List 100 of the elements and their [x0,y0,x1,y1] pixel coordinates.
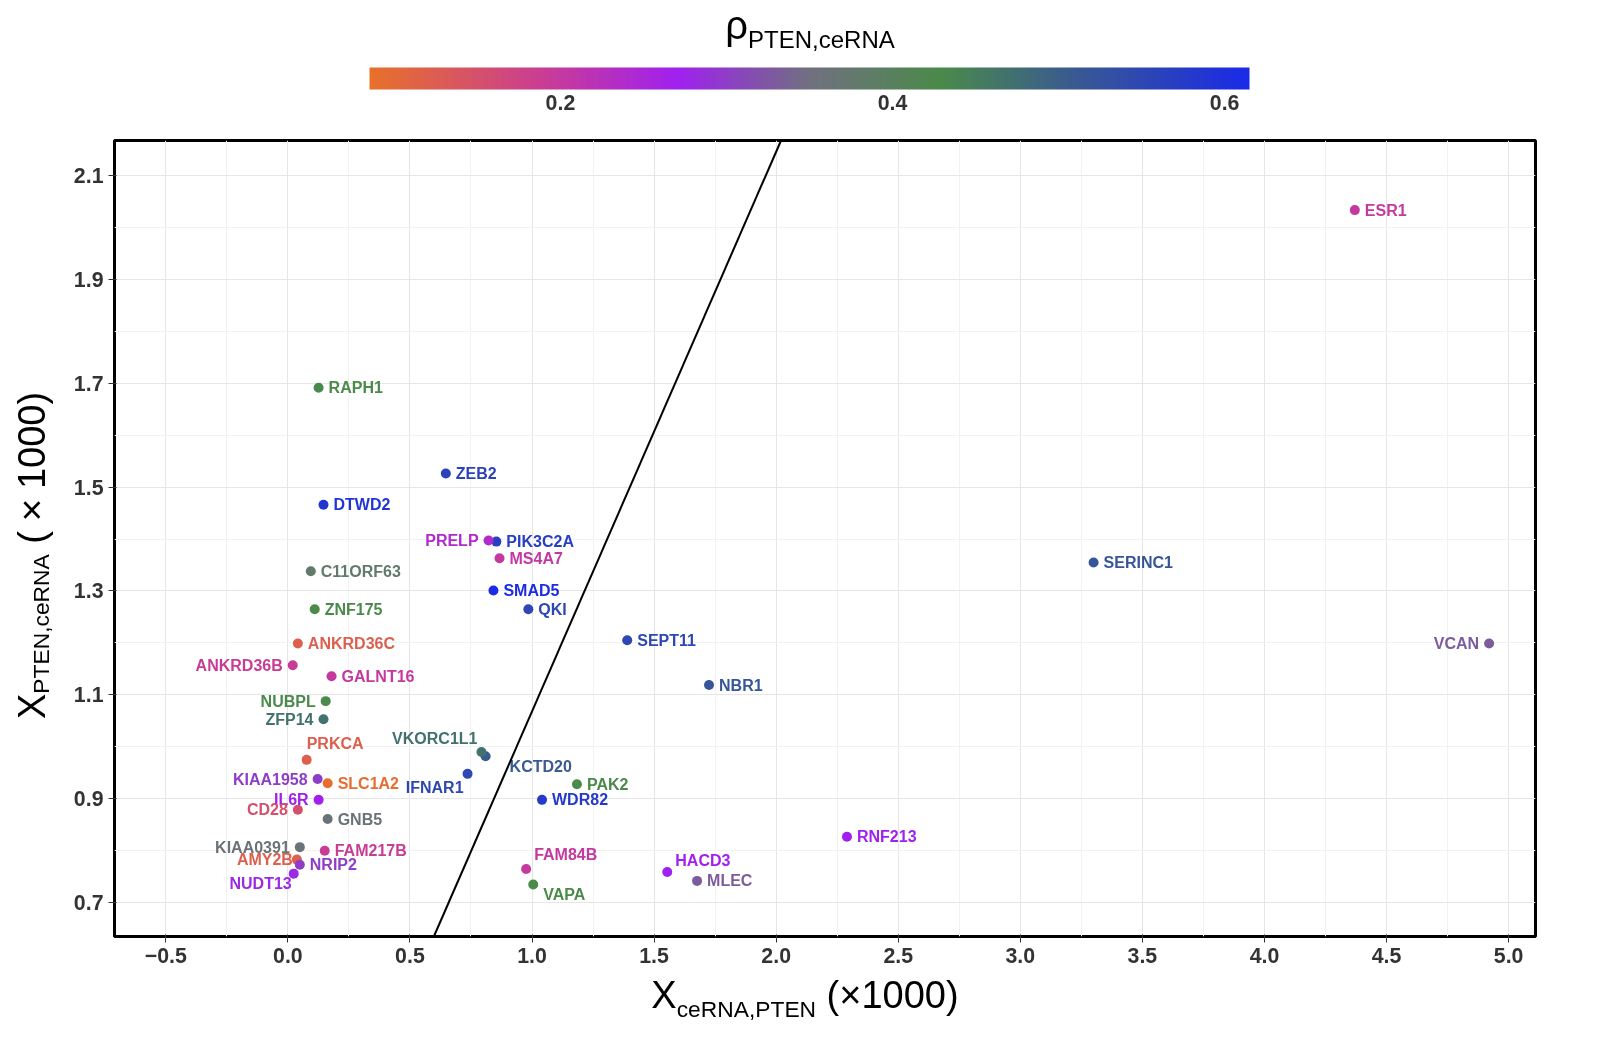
x-tick-label: 2.5 [883,943,914,968]
point [704,680,715,691]
point [292,804,303,815]
annotation: RAPH1 [328,379,383,397]
point [320,696,331,707]
annotation: ANKRD36B [195,656,283,674]
annotation: PRKCA [306,735,364,753]
point [318,499,329,510]
annotation: WDR82 [552,791,609,809]
point [322,814,333,825]
point [571,779,582,790]
x-tick-label: 2.0 [761,943,791,968]
point [322,778,333,789]
x-tick-label: 3.5 [1127,943,1158,968]
point [292,638,303,649]
point [313,382,324,393]
color-bar-label: 0.2 [545,90,576,115]
x-tick-label: 4.5 [1371,943,1402,968]
point [326,671,337,682]
annotation: QKI [538,600,567,618]
annotation: SERINC1 [1103,553,1174,571]
y-tick-label: 1.7 [73,371,104,396]
x-tick-label: 1.5 [639,943,670,968]
point [1484,638,1495,649]
annotation: NUDT13 [229,875,292,893]
point [305,566,316,577]
annotation: KIAA1958 [232,770,308,788]
color-bar-title: ρ$_{PTEN,ceRNA}$ [725,3,895,55]
point [294,859,305,870]
annotation: MLEC [707,872,753,890]
point [692,875,703,886]
point [1088,557,1099,568]
x-axis-title: X$_{ceRNA,PTEN}$ (×1000) [651,974,959,1024]
annotation: RNF213 [856,828,917,846]
y-tick-label: 2.1 [73,163,104,188]
y-tick-label: 1.1 [73,683,104,708]
point [440,468,451,479]
annotation: SLC1A2 [337,774,400,792]
annotation: FAM84B [534,846,598,864]
point [1349,205,1360,216]
point [319,845,330,856]
annotation: ZNF175 [324,600,383,618]
point [622,635,633,646]
point [313,794,324,805]
y-tick-label: 0.7 [73,891,104,916]
point [841,831,852,842]
annotation: VAPA [543,886,586,904]
annotation: GNB5 [337,810,383,828]
point [521,863,532,874]
x-tick-label: 5.0 [1493,943,1524,968]
y-tick-label: 1.9 [73,267,104,292]
annotation: SMAD5 [503,581,560,599]
annotation: VCAN [1433,634,1480,652]
x-tick-label: 4.0 [1249,943,1280,968]
annotation: PAK2 [586,775,629,793]
point [312,774,323,785]
annotation: GALNT16 [341,667,415,685]
point [309,604,320,615]
annotation: DTWD2 [333,496,391,514]
annotation: C11ORF63 [320,562,401,580]
point [483,535,494,546]
point [488,585,499,596]
point [523,604,534,615]
annotation: NRIP2 [309,856,358,874]
annotation: ANKRD36C [307,634,396,652]
annotation: NUBPL [260,692,316,710]
annotation: ZEB2 [455,465,497,483]
x-tick-label: 0.0 [273,943,303,968]
annotation: VKORC1L1 [392,729,478,747]
annotation: ESR1 [1364,201,1407,219]
point [494,553,505,564]
point [537,794,548,805]
point [301,754,312,765]
annotation: ZFP14 [265,710,314,728]
annotation: KCTD20 [509,757,572,775]
annotation: AMY2B [236,851,293,869]
point [318,714,329,725]
annotation: IFNAR1 [405,779,464,797]
point [476,747,487,758]
annotation: MS4A7 [509,549,563,567]
annotation: NBR1 [719,676,763,694]
point [287,660,298,671]
y-tick-label: 1.5 [73,475,104,500]
color-bar-label: 0.6 [1209,90,1240,115]
annotation: PRELP [425,532,479,550]
annotation: HACD3 [675,851,731,869]
point [528,879,539,890]
color-bar-label: 0.4 [877,90,908,115]
point [294,842,305,853]
y-tick-label: 1.3 [73,579,104,604]
x-tick-label: 0.5 [395,943,425,968]
y-tick-label: 0.9 [73,787,104,812]
point [288,868,299,879]
point [462,768,473,779]
x-tick-label: 1.0 [517,943,547,968]
annotation: PIK3C2A [506,533,575,551]
x-tick-label: −0.5 [144,943,187,968]
annotation: SEPT11 [637,631,697,649]
x-tick-label: 3.0 [1005,943,1036,968]
point [662,867,673,878]
